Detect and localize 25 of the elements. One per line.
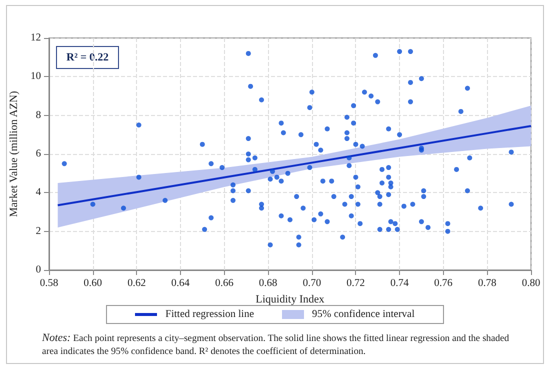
line-series [56,124,532,206]
x-tick-label: 0.80 [522,278,540,289]
y-tick-label: 0 [36,264,41,276]
y-tick-label: 4 [36,187,42,198]
x-tick-label: 0.70 [302,278,322,289]
y-tick-label: 6 [36,148,41,160]
x-tick-label: 0.64 [171,278,190,289]
x-tick-label: 0.78 [478,278,496,289]
y-tick-label: 12 [30,32,41,44]
x-tick-label: 0.66 [215,278,234,289]
text: Notes: Each point represents a city–segment observation. The solid line shows the fitted linear regression and the shaded area indicates the 95% confidence band. R² denotes the coefficient of determination. [42,332,510,358]
y-tick-label: 8 [36,110,41,121]
y-axis-title: Market Value (million AZN) [8,90,20,217]
y-tick-label: 10 [30,71,41,82]
legend-label: Fitted regression line [165,309,254,320]
y-tick-label: 2 [36,226,41,237]
text: 95% confidence interval [312,309,415,320]
x-tick-label: 0.74 [390,278,410,289]
x-tick-label: 0.62 [127,278,146,289]
x-tick-label: 0.58 [40,278,58,289]
x-tick-label: 0.68 [258,278,278,289]
x-tick-label: 0.76 [434,278,453,289]
x-tick-label: 0.72 [346,278,365,289]
x-axis-title: Liquidity Index [256,293,325,306]
x-tick-label: 0.60 [84,278,102,289]
